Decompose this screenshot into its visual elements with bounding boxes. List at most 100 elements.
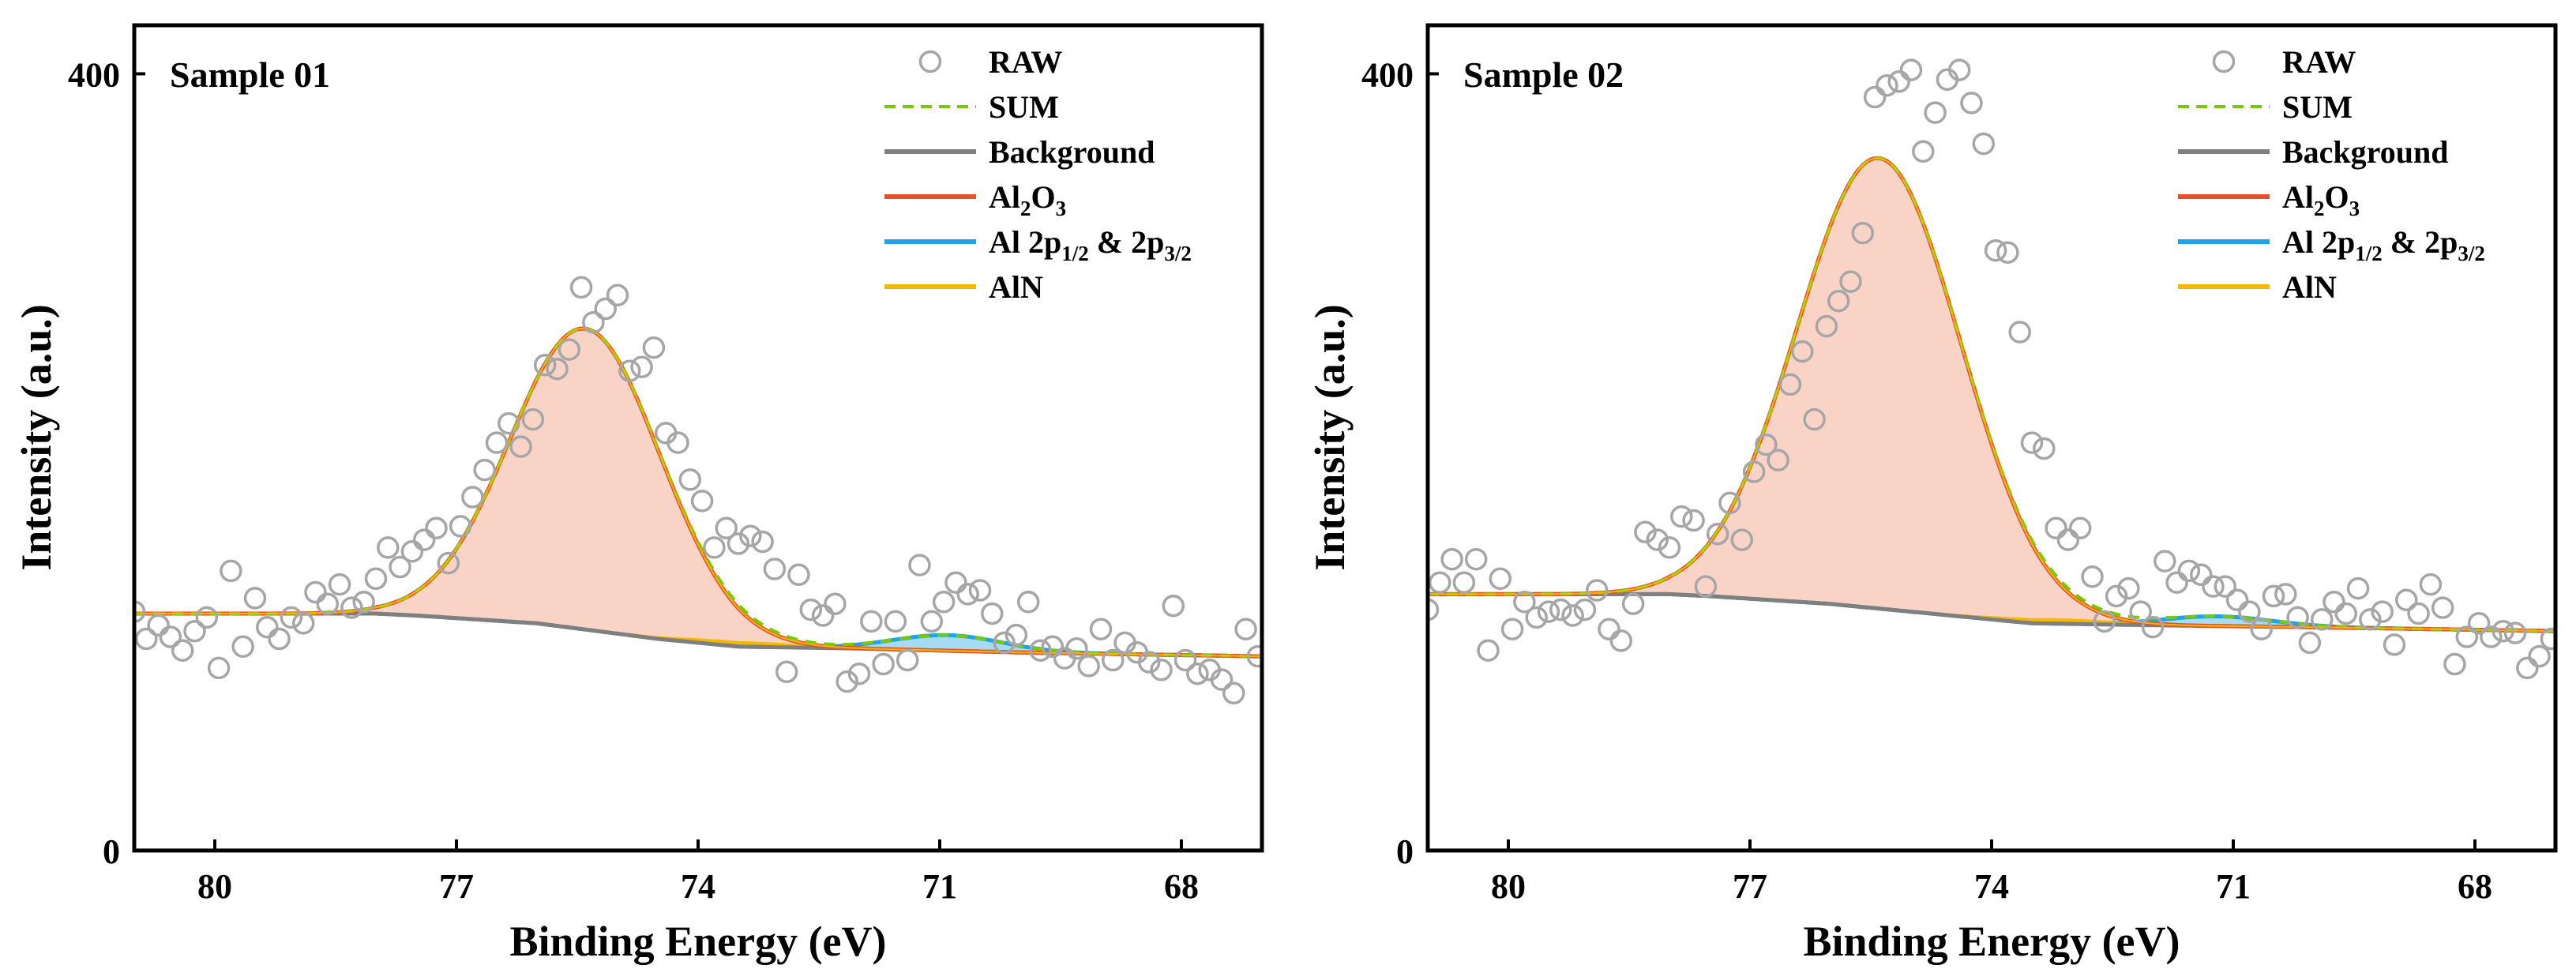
raw-point	[171, 639, 194, 662]
raw-point	[546, 357, 569, 381]
raw-point	[1489, 567, 1512, 591]
raw-point	[207, 656, 231, 680]
raw-point	[799, 598, 823, 621]
panel-title: Sample 01	[170, 54, 330, 95]
raw-point	[582, 310, 605, 334]
raw-point	[763, 558, 787, 580]
raw-point	[183, 619, 206, 643]
raw-point	[2480, 625, 2503, 648]
raw-point	[1089, 618, 1113, 640]
raw-point	[642, 336, 666, 359]
raw-point	[425, 516, 448, 540]
raw-point	[836, 670, 858, 693]
raw-point	[2310, 608, 2334, 631]
raw-point	[2455, 625, 2479, 648]
raw-point	[1016, 591, 1040, 614]
raw-point	[678, 468, 702, 491]
raw-point	[2033, 437, 2056, 460]
raw-point	[558, 338, 581, 361]
raw-point	[1573, 598, 1597, 621]
raw-point	[715, 516, 738, 540]
raw-point	[521, 407, 545, 431]
raw-point	[860, 610, 883, 633]
raw-point	[2105, 584, 2128, 608]
y-axis-title: Intensity (a.u.)	[1306, 304, 1354, 571]
raw-point	[2298, 631, 2322, 655]
raw-point	[159, 625, 182, 648]
raw-point	[2129, 600, 2152, 623]
x-tick-label: 74	[1974, 867, 2009, 906]
raw-point	[1234, 618, 1257, 640]
raw-point	[884, 610, 907, 633]
raw-point	[2419, 573, 2443, 596]
raw-point	[1815, 314, 1838, 338]
raw-point	[1029, 639, 1052, 662]
raw-point	[1827, 289, 1850, 313]
raw-point	[280, 606, 303, 629]
raw-point	[1863, 85, 1887, 109]
raw-point	[2334, 602, 2358, 625]
raw-point	[1718, 491, 1741, 515]
x-tick-label: 80	[197, 867, 232, 906]
raw-point	[352, 591, 375, 614]
raw-point	[437, 551, 460, 575]
raw-point	[1210, 668, 1234, 691]
legend-sum-label: SUM	[989, 89, 1059, 125]
raw-point	[1513, 591, 1536, 614]
raw-point	[1428, 598, 1440, 621]
plot-area	[134, 276, 1262, 705]
raw-point	[968, 579, 992, 602]
raw-point	[751, 530, 774, 554]
raw-point	[1924, 101, 1947, 124]
raw-point	[908, 554, 931, 576]
raw-point	[412, 528, 436, 551]
raw-point	[1682, 509, 1705, 532]
raw-point	[690, 490, 714, 513]
raw-point	[1887, 70, 1910, 93]
raw-point	[847, 662, 871, 685]
raw-point	[1500, 618, 1524, 640]
raw-point	[2141, 615, 2165, 639]
raw-point	[1839, 270, 1862, 293]
raw-point	[2238, 600, 2261, 623]
raw-point	[1065, 637, 1088, 660]
legend-al-2p-label: Al 2p1/2 & 2p3/2	[989, 224, 1192, 265]
raw-point	[739, 524, 762, 547]
raw-point	[1742, 460, 1766, 483]
raw-point	[727, 532, 750, 555]
raw-point	[618, 359, 641, 382]
raw-point	[1767, 449, 1789, 472]
raw-point	[2045, 516, 2067, 540]
raw-point	[1041, 635, 1065, 659]
x-tick-label: 74	[681, 867, 715, 906]
legend-al2o3-label: Al2O3	[2282, 179, 2360, 220]
y-tick-label: 0	[103, 832, 120, 871]
legend-al-2p-label: Al 2p1/2 & 2p3/2	[2282, 224, 2485, 265]
raw-point	[2093, 610, 2116, 633]
x-tick-label: 71	[922, 867, 957, 906]
raw-point	[1549, 598, 1572, 621]
raw-point	[231, 635, 254, 659]
raw-point	[1440, 547, 1463, 571]
plot-area	[1428, 58, 2555, 680]
raw-point	[2177, 559, 2201, 583]
raw-point	[1658, 536, 1681, 559]
raw-point	[2274, 583, 2297, 606]
raw-point	[2262, 584, 2285, 608]
raw-point	[473, 458, 496, 482]
raw-point	[956, 583, 979, 606]
raw-point	[2371, 600, 2394, 623]
raw-point	[2189, 563, 2213, 587]
raw-point	[1634, 520, 1657, 544]
raw-point	[340, 596, 363, 619]
raw-point	[195, 606, 219, 629]
raw-point	[1621, 592, 1645, 615]
raw-point	[2395, 588, 2418, 612]
raw-point	[461, 486, 484, 509]
raw-point	[775, 660, 798, 684]
raw-point	[1137, 651, 1161, 674]
raw-point	[1899, 58, 1923, 81]
